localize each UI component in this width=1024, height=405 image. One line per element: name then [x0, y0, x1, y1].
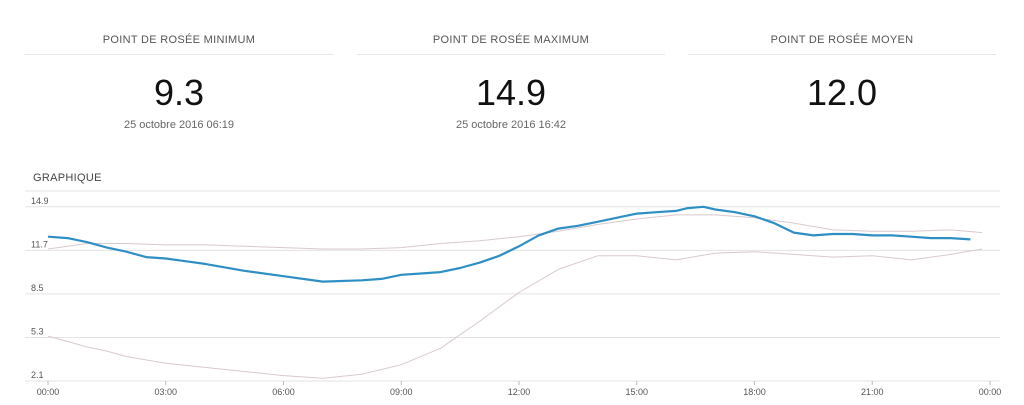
- stat-maximum-label: POINT DE ROSÉE MAXIMUM: [357, 30, 665, 55]
- stat-average-label: POINT DE ROSÉE MOYEN: [688, 30, 996, 55]
- stat-average: POINT DE ROSÉE MOYEN 12.0: [688, 30, 996, 133]
- x-tick-label: 03:00: [154, 387, 177, 397]
- stat-maximum: POINT DE ROSÉE MAXIMUM 14.9 25 octobre 2…: [357, 30, 665, 133]
- x-tick-label: 00:00: [979, 387, 1002, 397]
- stat-average-value: 12.0: [806, 72, 878, 113]
- x-tick-label: 21:00: [861, 387, 884, 397]
- stat-minimum-label: POINT DE ROSÉE MINIMUM: [25, 30, 333, 55]
- y-tick-label: 2.1: [31, 370, 44, 380]
- y-tick-label: 14.9: [31, 196, 49, 206]
- stat-maximum-date: 25 octobre 2016 16:42: [455, 119, 567, 131]
- y-tick-label: 5.3: [31, 326, 44, 336]
- x-tick-label: 18:00: [743, 387, 766, 397]
- y-tick-label: 8.5: [31, 283, 44, 293]
- stat-minimum-date: 25 octobre 2016 06:19: [123, 119, 235, 131]
- chart-y-ticks: 2.1 5.3 8.5 11.7 14.9: [31, 196, 49, 380]
- graph-title: GRAPHIQUE: [33, 172, 102, 184]
- y-tick-label: 11.7: [31, 239, 48, 249]
- chart-grid: [25, 190, 1000, 385]
- chart-series: [47, 205, 983, 379]
- stat-average-date: [688, 119, 996, 133]
- dewpoint-chart: 2.1 5.3 8.5 11.7 14.9 00:00 03:00 06:00 09:00 12…: [25, 190, 1002, 397]
- x-tick-label: 15:00: [625, 387, 648, 397]
- series-line-upper: [47, 214, 983, 250]
- x-tick-label: 12:00: [508, 387, 531, 397]
- x-tick-label: 00:00: [37, 387, 60, 397]
- stat-minimum: POINT DE ROSÉE MINIMUM 9.3 25 octobre 20…: [25, 30, 333, 133]
- chart-x-ticks: 00:00 03:00 06:00 09:00 12:00 15:00 18:00 21:00…: [37, 387, 1002, 397]
- stat-maximum-value: 14.9: [475, 72, 547, 113]
- x-tick-label: 06:00: [272, 387, 295, 397]
- stat-minimum-value: 9.3: [153, 72, 205, 113]
- series-line-lower: [47, 248, 983, 379]
- x-tick-label: 09:00: [390, 387, 413, 397]
- series-line-main: [47, 205, 971, 283]
